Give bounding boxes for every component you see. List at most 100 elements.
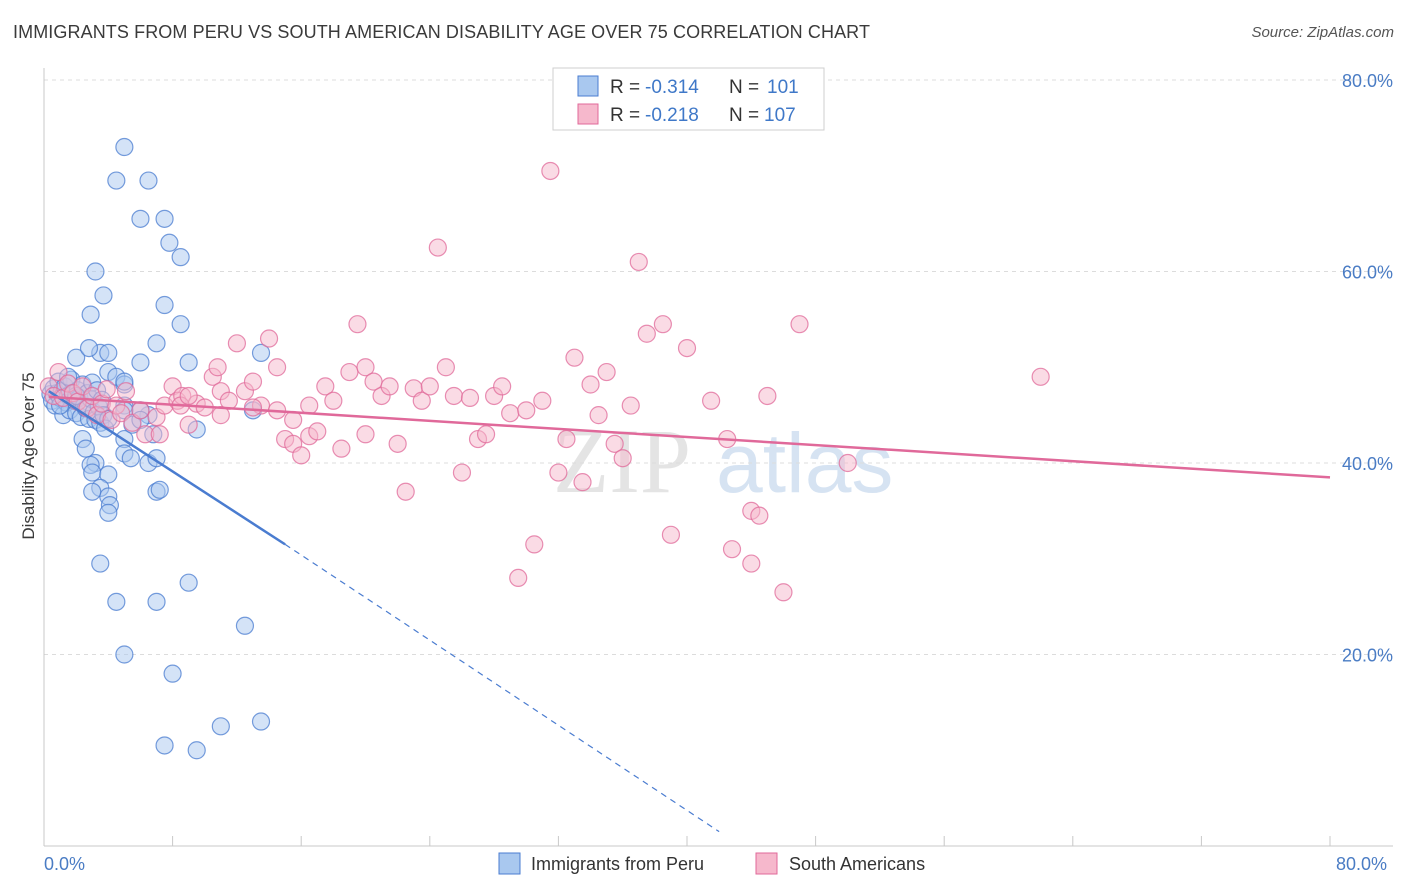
point-peru [211,717,230,736]
point-south-americans [179,415,198,434]
point-south-americans [790,315,809,334]
point-south-americans [533,391,552,410]
point-south-americans [549,463,568,482]
x-tick-label-max: 80.0% [1336,854,1387,874]
bottom-legend-swatch-peru [498,852,521,875]
point-south-americans [605,434,624,453]
chart-source: Source: ZipAtlas.com [1251,24,1394,41]
series-legend: Immigrants from Peru South Americans [498,852,925,875]
point-south-americans [356,358,375,377]
point-south-americans [581,375,600,394]
point-south-americans [452,463,472,482]
point-peru [94,286,113,305]
point-south-americans [1031,367,1050,386]
point-south-americans [436,358,455,377]
point-south-americans [444,386,464,406]
point-south-americans [573,473,592,492]
legend-swatch-south-americans [577,103,599,125]
point-south-americans [501,404,520,423]
point-peru [81,305,100,324]
point-south-americans [348,315,367,334]
point-south-americans [653,315,672,334]
point-south-americans [621,396,640,415]
legend-n-value-peru: 101 [767,77,799,98]
trend-line-south-americans [48,395,1331,479]
y-tick-label: 80.0% [1342,71,1393,91]
point-south-americans [702,391,721,410]
point-south-americans [179,386,198,406]
gridlines [44,79,1393,655]
point-peru [160,233,179,252]
chart-title: IMMIGRANTS FROM PERU VS SOUTH AMERICAN D… [13,22,871,42]
point-peru [163,664,182,683]
y-axis-tick-labels: 20.0% 40.0% 60.0% 80.0% [1342,71,1393,666]
point-peru [155,295,174,315]
point-south-americans [308,422,327,441]
point-south-americans [388,434,407,453]
point-south-americans [541,161,560,181]
point-peru [107,592,126,611]
point-south-americans [316,377,335,396]
point-south-americans [677,339,697,358]
point-south-americans [637,324,656,343]
point-peru [99,343,118,362]
point-south-americans [131,401,150,420]
point-south-americans [428,238,447,257]
point-peru [187,741,206,760]
point-south-americans [742,554,761,573]
point-south-americans [557,429,576,449]
point-south-americans [661,525,681,544]
point-south-americans [722,540,742,559]
point-south-americans [150,425,169,444]
x-axis-ticks [43,836,1331,846]
point-peru [179,353,198,372]
y-tick-label: 60.0% [1342,263,1393,283]
point-south-americans [243,398,263,417]
point-peru [235,616,255,635]
point-south-americans [629,252,648,272]
point-south-americans [758,386,777,406]
point-south-americans [332,439,351,458]
point-south-americans [284,410,303,430]
point-south-americans [838,453,857,473]
point-peru [83,463,102,482]
point-south-americans [774,583,793,602]
series-points [39,137,1050,760]
point-peru [79,339,99,358]
point-peru [99,465,118,484]
point-peru [150,480,169,499]
point-peru [171,248,190,267]
point-south-americans [509,568,528,588]
point-south-americans [613,449,632,468]
point-south-americans [420,377,439,396]
point-peru [86,262,105,281]
point-south-americans [565,348,584,367]
point-south-americans [324,391,343,410]
point-south-americans [267,358,287,377]
y-tick-label: 20.0% [1342,646,1393,666]
point-south-americans [300,396,319,415]
point-south-americans [517,401,536,420]
point-peru [139,171,158,190]
trend-line-dashed-peru [284,543,720,833]
y-tick-label: 40.0% [1342,454,1393,474]
point-peru [67,348,86,367]
point-south-americans [259,329,279,348]
point-south-americans [412,391,431,410]
point-south-americans [525,535,544,554]
x-tick-label-min: 0.0% [44,854,85,874]
point-south-americans [356,425,375,444]
point-peru [147,334,166,353]
point-south-americans [476,425,496,444]
point-peru [91,554,110,573]
point-peru [251,712,271,731]
legend-swatch-peru [577,75,599,97]
point-peru [115,645,134,664]
trend-lines [48,390,1331,833]
legend-n-value-south-americans: 107 [764,105,796,126]
bottom-legend-label-south-americans: South Americans [789,854,925,874]
legend-r-label-south-americans: R = [610,105,640,126]
point-south-americans [243,372,263,391]
legend-r-label-peru: R = [610,77,640,98]
point-peru [121,449,140,468]
